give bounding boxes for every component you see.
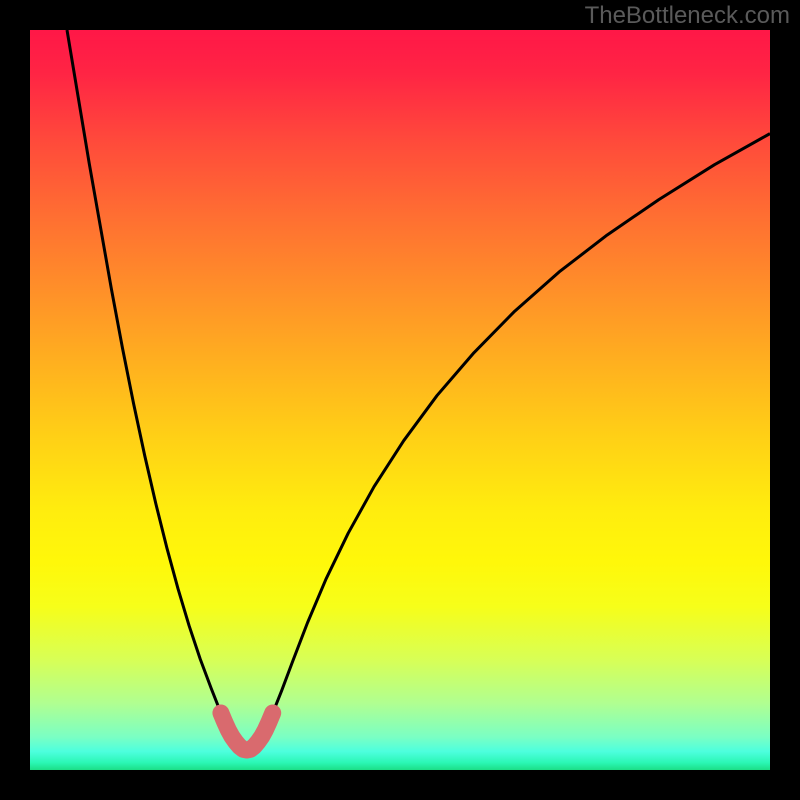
plot-svg bbox=[30, 30, 770, 770]
gradient-background bbox=[30, 30, 770, 770]
chart-frame: TheBottleneck.com bbox=[0, 0, 800, 800]
watermark-text: TheBottleneck.com bbox=[585, 2, 790, 30]
plot-area bbox=[30, 30, 770, 770]
